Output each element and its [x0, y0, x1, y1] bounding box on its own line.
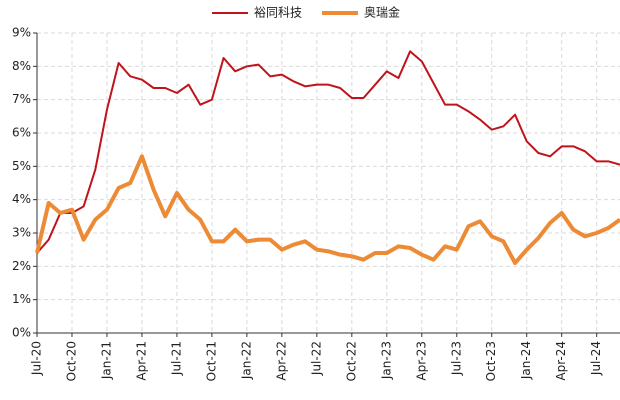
- x-tick-label: Jan-24: [519, 341, 533, 380]
- x-tick-label: Jul-22: [309, 341, 323, 376]
- x-tick-label: Oct-23: [484, 341, 498, 381]
- x-tick-label: Jul-23: [449, 341, 463, 376]
- y-tick-label: 0%: [12, 326, 31, 340]
- x-tick-label: Oct-21: [204, 341, 218, 381]
- y-tick-label: 3%: [12, 226, 31, 240]
- x-tick-label: Jul-21: [169, 341, 183, 376]
- legend-label: 奥瑞金: [364, 5, 400, 20]
- x-tick-label: Jul-20: [30, 341, 44, 376]
- x-tick-label: Apr-21: [134, 341, 148, 381]
- y-tick-label: 7%: [12, 92, 31, 106]
- x-tick-label: Apr-22: [274, 341, 288, 381]
- x-tick-label: Jan-23: [379, 341, 393, 380]
- x-tick-label: Oct-22: [344, 341, 358, 381]
- y-tick-label: 1%: [12, 292, 31, 306]
- y-tick-label: 4%: [12, 192, 31, 206]
- y-tick-label: 6%: [12, 126, 31, 140]
- x-tick-label: Jan-22: [239, 341, 253, 380]
- series-line: [36, 50, 620, 254]
- x-tick-label: Apr-24: [554, 341, 568, 381]
- x-tick-label: Jan-21: [99, 341, 113, 380]
- x-tick-label: Apr-23: [414, 341, 428, 381]
- y-tick-label: 8%: [12, 59, 31, 73]
- series-line: [35, 154, 620, 265]
- y-tick-label: 2%: [12, 259, 31, 273]
- x-tick-label: Jul-24: [589, 341, 603, 376]
- x-tick-label: Oct-20: [64, 341, 78, 381]
- y-tick-label: 5%: [12, 159, 31, 173]
- y-tick-label: 9%: [12, 26, 31, 40]
- legend-label: 裕同科技: [254, 5, 302, 20]
